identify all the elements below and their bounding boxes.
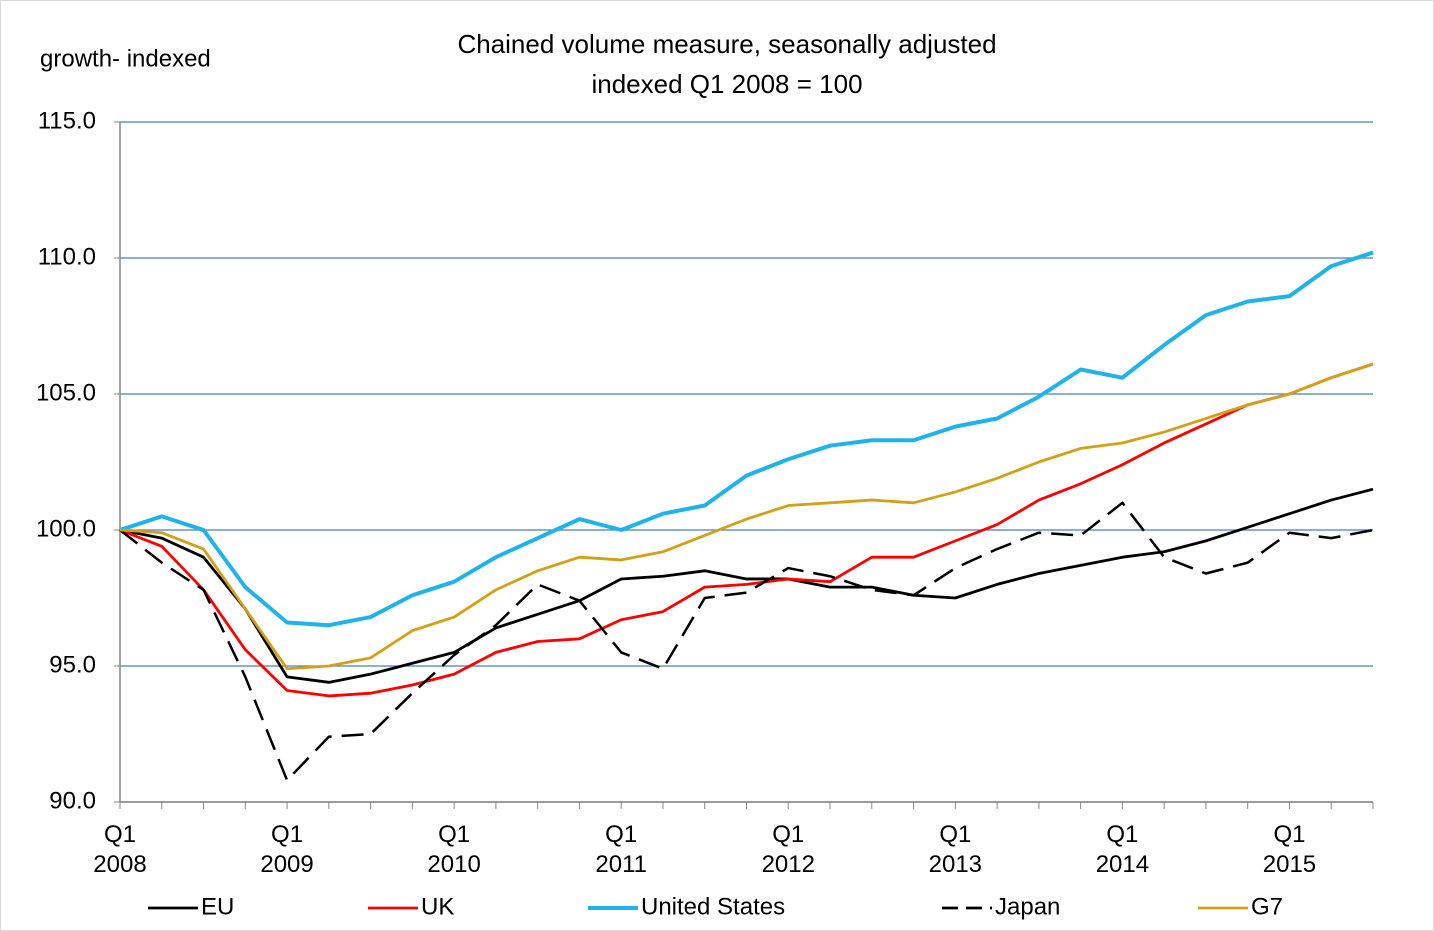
series-line <box>119 362 1374 671</box>
x-tick-label: Q1 2013 <box>928 821 983 878</box>
legend-label: UK <box>421 893 454 920</box>
legend-label: G7 <box>1251 893 1283 920</box>
series-line <box>119 501 1374 782</box>
x-tick-label: Q1 2012 <box>761 821 815 878</box>
x-tick-label: Q1 2008 <box>93 821 147 878</box>
x-tick-label: Q1 2010 <box>427 821 481 878</box>
y-tick-label: 115.0 <box>38 107 96 134</box>
chart-title: Chained volume measure, seasonally adjus… <box>457 29 996 59</box>
y-axis-label: growth- indexed <box>40 45 211 72</box>
y-tick-label: 105.0 <box>36 379 96 406</box>
y-tick-label: 95.0 <box>49 651 96 678</box>
legend-label: United States <box>641 893 785 920</box>
x-tick-label: Q1 2015 <box>1262 821 1317 878</box>
series-line <box>119 250 1374 628</box>
y-tick-label: 90.0 <box>49 787 96 814</box>
series-line <box>119 362 1374 698</box>
chart-subtitle: indexed Q1 2008 = 100 <box>591 69 862 99</box>
series-line <box>119 487 1374 684</box>
legend-label: EU <box>201 893 234 920</box>
x-tick-label: Q1 2009 <box>260 821 314 878</box>
legend-label: Japan <box>995 893 1060 920</box>
y-tick-label: 110.0 <box>38 243 96 270</box>
y-tick-label: 100.0 <box>36 515 96 542</box>
x-tick-label: Q1 2014 <box>1095 821 1150 878</box>
x-tick-label: Q1 2011 <box>595 821 647 878</box>
